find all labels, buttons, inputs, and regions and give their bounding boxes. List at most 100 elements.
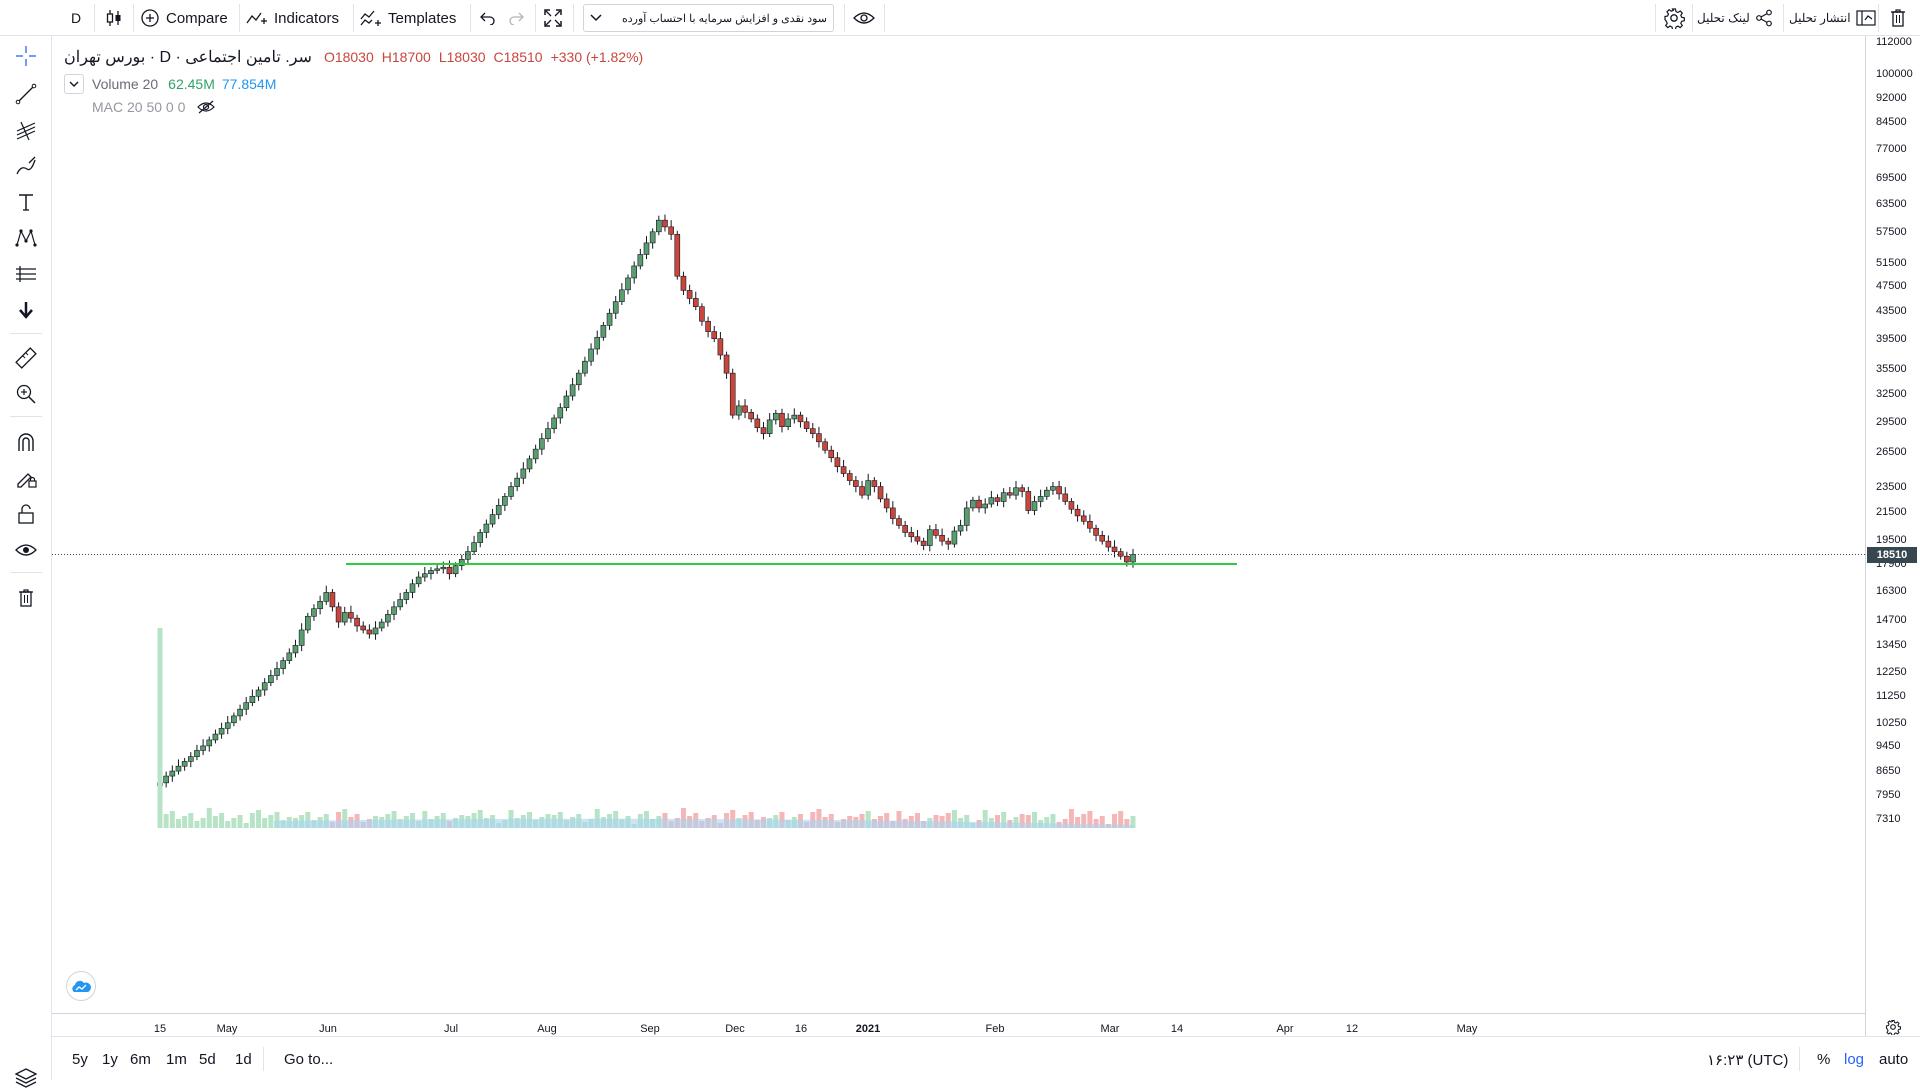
volume-bar <box>1025 815 1031 828</box>
price-tick-label: 84500 <box>1876 116 1907 129</box>
candle-up <box>194 750 200 757</box>
range-1d[interactable]: 1d <box>235 1051 252 1068</box>
toolbar-divider <box>353 4 354 32</box>
ohlc-close: C18510 <box>493 49 543 65</box>
candle-up <box>563 395 570 408</box>
templates-button[interactable]: Templates <box>360 0 456 36</box>
candle-down <box>877 486 884 500</box>
candle-down <box>360 625 367 631</box>
time-axis[interactable]: 15 May Jun Jul Aug Sep Dec 16 2021 Feb Mar 14 Apr 12 M… <box>52 1013 1865 1036</box>
prediction-tool[interactable] <box>12 260 40 288</box>
candle-down <box>335 606 342 623</box>
range-5d[interactable]: 5d <box>199 1051 216 1068</box>
goto-button[interactable]: Go to... <box>284 1051 334 1068</box>
candle-down <box>729 372 736 416</box>
price-tick-label: 92000 <box>1876 92 1907 104</box>
symbol-title[interactable]: سر. تامین اجتماعی · D · بورس تهران <box>64 49 312 66</box>
candle-up <box>298 629 305 646</box>
logo[interactable] <box>66 971 96 1001</box>
time-tick-label: Aug <box>537 1023 557 1035</box>
publish-analysis-button[interactable]: انتشار تحلیل <box>1789 0 1876 36</box>
hide-drawings[interactable] <box>12 536 40 564</box>
price-chart[interactable] <box>52 36 1865 1013</box>
pattern-tool[interactable] <box>12 224 40 252</box>
range-1m[interactable]: 1m <box>166 1051 187 1068</box>
price-tick-label: 29500 <box>1876 415 1907 428</box>
volume-label[interactable]: Volume 20 <box>92 76 159 92</box>
candle-down <box>828 449 835 459</box>
candle-down <box>699 306 705 322</box>
volume-bar <box>305 812 311 828</box>
range-6m[interactable]: 6m <box>130 1051 151 1068</box>
indicators-button[interactable]: Indicators <box>246 0 339 36</box>
more-tools-button[interactable] <box>12 296 40 324</box>
delete-chart-button[interactable] <box>1886 0 1910 36</box>
price-tick-label: 7310 <box>1876 813 1901 825</box>
link-analysis-label: لینک تحلیل <box>1697 11 1750 25</box>
arrow-down-icon <box>19 302 33 319</box>
fib-tool[interactable] <box>12 116 40 144</box>
lock-all-drawings[interactable] <box>12 500 40 528</box>
candle-up <box>397 599 403 608</box>
toolbar-divider <box>573 4 574 32</box>
interval-button[interactable]: D <box>64 0 88 36</box>
range-5y[interactable]: 5y <box>72 1051 88 1068</box>
crosshair-tool[interactable] <box>12 42 40 70</box>
magnet-tool[interactable] <box>12 428 40 456</box>
log-toggle[interactable]: log <box>1844 1051 1865 1068</box>
time-zone-label[interactable]: ۱۶:۲۳ (UTC) <box>1707 1052 1789 1069</box>
fullscreen-button[interactable] <box>541 0 565 36</box>
brush-tool[interactable] <box>12 152 40 180</box>
lock-drawing-mode[interactable] <box>12 464 40 492</box>
chevron-down-icon <box>69 81 79 87</box>
axis-settings-button[interactable] <box>1885 1019 1901 1040</box>
chart-type-button[interactable] <box>102 0 126 36</box>
candle-up <box>773 412 779 421</box>
volume-bar <box>1050 814 1056 828</box>
volume-bar <box>945 813 951 828</box>
magnet-icon <box>18 433 34 451</box>
candle-up <box>317 601 323 610</box>
candle-up <box>280 660 286 669</box>
volume-bar <box>1031 812 1037 828</box>
study-template-select[interactable]: سود نقدی و افزایش سرمایه با احتساب آورده <box>583 4 834 32</box>
long-position-icon <box>16 266 36 282</box>
volume-bar <box>951 810 957 828</box>
eye-off-icon[interactable] <box>197 100 216 114</box>
undo-button[interactable] <box>477 0 499 36</box>
candle-up <box>736 405 742 416</box>
collapse-legend-button[interactable] <box>64 74 84 94</box>
compare-button[interactable]: Compare <box>140 0 228 36</box>
measure-tool[interactable] <box>12 344 40 372</box>
pitchfork-icon <box>16 121 36 141</box>
link-analysis-button[interactable]: لینک تحلیل <box>1697 0 1773 36</box>
candle-up <box>557 407 564 419</box>
object-tree-button[interactable] <box>12 1064 40 1092</box>
zoom-tool[interactable] <box>12 380 40 408</box>
candle-up <box>539 438 545 450</box>
price-tick-label: 19500 <box>1876 533 1907 546</box>
mac-label[interactable]: MAC 20 50 0 0 <box>92 99 186 115</box>
text-tool[interactable] <box>12 188 40 216</box>
percent-toggle[interactable]: % <box>1817 1051 1831 1068</box>
candle-up <box>495 505 502 515</box>
candle-down <box>779 412 785 427</box>
price-axis[interactable]: 112000 100000 92000 84500 77000 69500 63500 575… <box>1865 36 1920 1036</box>
candle-up <box>169 770 176 777</box>
volume-bar <box>237 815 243 828</box>
candle-up <box>656 219 662 233</box>
price-tick-label: 16300 <box>1876 584 1907 597</box>
trend-line-tool[interactable] <box>12 80 40 108</box>
price-tick-label: 12250 <box>1876 666 1907 679</box>
remove-drawings[interactable] <box>12 584 40 612</box>
settings-button[interactable] <box>1661 0 1687 36</box>
candle-up <box>304 615 311 631</box>
candle-down <box>890 507 896 519</box>
redo-button[interactable] <box>505 0 527 36</box>
visibility-button[interactable] <box>852 0 876 36</box>
auto-toggle[interactable]: auto <box>1879 1051 1909 1068</box>
range-1y[interactable]: 1y <box>102 1051 118 1068</box>
price-tick-label: 69500 <box>1876 171 1907 184</box>
volume-bar <box>336 812 342 828</box>
candle-up <box>261 682 268 691</box>
